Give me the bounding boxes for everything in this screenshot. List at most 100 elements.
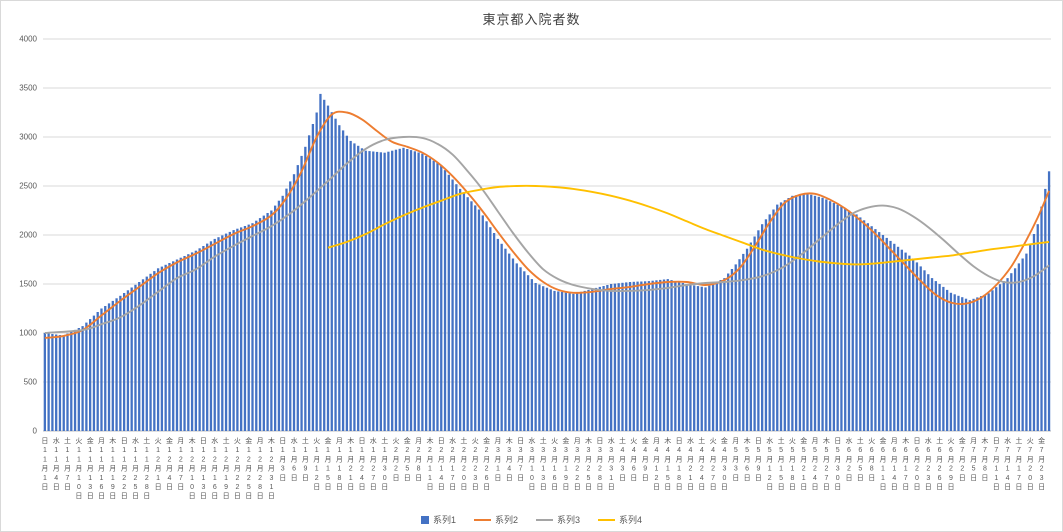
svg-text:2500: 2500 <box>19 182 37 191</box>
chart-title: 東京都入院者数 <box>482 12 581 27</box>
legend-label: 系列2 <box>494 515 518 525</box>
legend-item: 系列1 <box>420 513 456 526</box>
legend-marker-bar-icon <box>420 515 429 524</box>
legend-marker-line-icon <box>536 518 553 521</box>
x-axis-labels: 日 1 1 月 1 日水 1 1 月 4 日土 1 1 月 7 日火 1 1 月 1 0 日金 1 1 月 1 3 日月 1 1 月 1 6 日木… <box>41 436 1045 500</box>
svg-text:1000: 1000 <box>19 329 37 338</box>
line-series-3 <box>44 135 1050 334</box>
legend-item: 系列4 <box>598 513 642 526</box>
svg-text:3500: 3500 <box>19 84 37 93</box>
legend-marker-line-icon <box>473 518 491 521</box>
legend: 系列1 系列2 系列3 系列4 <box>1 513 1062 526</box>
line-series-4 <box>327 184 1050 266</box>
svg-text:0: 0 <box>33 427 38 436</box>
svg-text:3000: 3000 <box>19 133 37 142</box>
svg-text:1500: 1500 <box>19 280 37 289</box>
legend-item: 系列3 <box>536 513 580 526</box>
svg-text:4000: 4000 <box>19 35 37 44</box>
svg-text:500: 500 <box>24 378 38 387</box>
legend-label: 系列1 <box>432 515 456 525</box>
legend-item: 系列2 <box>473 513 518 526</box>
y-axis-labels: 0 500 1000 1500 2000 2500 3000 3500 4000 <box>19 35 37 436</box>
legend-marker-line-icon <box>598 518 616 521</box>
